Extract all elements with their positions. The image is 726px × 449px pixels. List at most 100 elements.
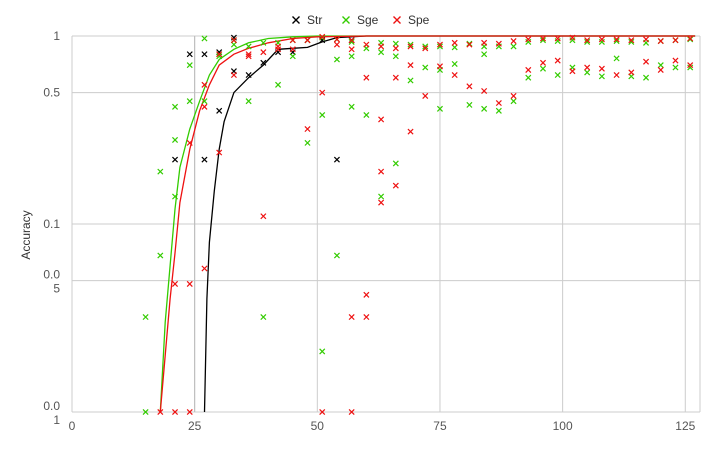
point-spe — [687, 35, 694, 42]
point-sge — [657, 62, 664, 69]
grid — [71, 35, 701, 413]
point-spe — [275, 46, 282, 53]
legend-label-sge: Sge — [357, 13, 379, 27]
point-str — [245, 72, 252, 79]
point-spe — [216, 149, 223, 156]
point-spe — [481, 39, 488, 46]
point-spe — [319, 89, 326, 96]
point-sge — [157, 252, 164, 259]
point-spe — [407, 128, 414, 135]
point-spe — [230, 37, 237, 44]
point-sge — [363, 111, 370, 119]
point-spe — [392, 45, 399, 52]
legend[interactable]: Str Sge Spe — [292, 13, 430, 27]
point-sge — [172, 103, 179, 110]
point-sge — [348, 38, 355, 45]
point-spe — [186, 408, 193, 416]
y-tick-label: 1 — [53, 29, 60, 43]
point-sge — [436, 43, 443, 50]
point-sge — [422, 43, 429, 50]
point-sge — [495, 43, 502, 50]
x-tick-label: 75 — [433, 419, 447, 433]
point-sge — [142, 314, 149, 321]
point-spe — [392, 182, 399, 189]
y-tick-label: 0.0 5 — [43, 268, 60, 296]
point-spe — [407, 43, 414, 50]
point-spe — [569, 68, 576, 75]
point-spe — [333, 36, 340, 43]
point-spe — [628, 69, 635, 76]
point-sge — [481, 105, 488, 112]
point-sge — [378, 49, 385, 56]
point-sge — [598, 38, 605, 45]
point-sge — [216, 53, 223, 60]
point-str — [201, 156, 208, 163]
point-sge — [392, 53, 399, 60]
point-spe — [451, 72, 458, 79]
point-spe — [657, 38, 664, 45]
point-spe — [643, 36, 650, 43]
y-tick-label: 0.5 — [43, 86, 60, 100]
point-sge — [628, 38, 635, 45]
x-tick-label: 25 — [188, 419, 202, 433]
point-spe — [216, 51, 223, 58]
point-spe — [304, 37, 311, 44]
point-sge — [289, 53, 296, 60]
legend-label-spe: Spe — [408, 13, 430, 27]
legend-item-str[interactable]: Str — [292, 13, 323, 27]
point-sge — [525, 74, 532, 81]
point-sge — [436, 105, 443, 112]
point-sge — [554, 72, 561, 79]
point-spe — [510, 92, 517, 99]
point-sge — [598, 73, 605, 80]
point-sge — [378, 193, 385, 200]
point-spe — [172, 280, 179, 287]
point-spe — [157, 408, 164, 416]
point-sge — [481, 51, 488, 58]
point-str — [260, 59, 267, 66]
x-tick-label: 125 — [675, 419, 695, 433]
legend-marker-str — [292, 16, 300, 24]
point-spe — [554, 35, 561, 42]
x-tick-label: 100 — [553, 419, 573, 433]
point-str — [216, 107, 223, 114]
point-spe — [186, 139, 193, 146]
point-sge — [186, 62, 193, 69]
point-spe — [598, 65, 605, 72]
point-spe — [319, 408, 326, 416]
point-spe — [451, 39, 458, 46]
point-spe — [495, 40, 502, 47]
point-sge — [451, 44, 458, 51]
legend-item-sge[interactable]: Sge — [342, 13, 379, 27]
legend-item-spe[interactable]: Spe — [393, 13, 430, 27]
legend-marker-spe — [393, 16, 401, 24]
point-sge — [245, 98, 252, 105]
point-sge — [510, 43, 517, 50]
point-spe — [245, 53, 252, 60]
point-str — [172, 156, 179, 163]
point-sge — [348, 103, 355, 110]
axis-ticks: 0 25 50 75 100 125 1 0.5 0.1 0.0 5 0.0 1 — [43, 29, 695, 433]
point-sge — [613, 38, 620, 45]
point-spe — [422, 92, 429, 99]
point-spe — [348, 37, 355, 44]
point-spe — [687, 62, 694, 69]
legend-marker-sge — [342, 16, 350, 24]
point-spe — [628, 37, 635, 44]
point-spe — [584, 37, 591, 44]
point-sge — [333, 56, 340, 63]
point-spe — [569, 34, 576, 41]
point-sge — [554, 38, 561, 45]
point-sge — [584, 38, 591, 45]
point-spe — [378, 168, 385, 175]
point-spe — [422, 45, 429, 52]
y-tick-label: 0.0 1 — [43, 399, 60, 427]
point-sge — [422, 64, 429, 71]
point-sge — [584, 69, 591, 76]
point-str — [230, 34, 237, 41]
point-spe — [378, 43, 385, 50]
point-spe — [348, 46, 355, 53]
point-sge — [201, 35, 208, 42]
point-spe — [304, 126, 311, 133]
